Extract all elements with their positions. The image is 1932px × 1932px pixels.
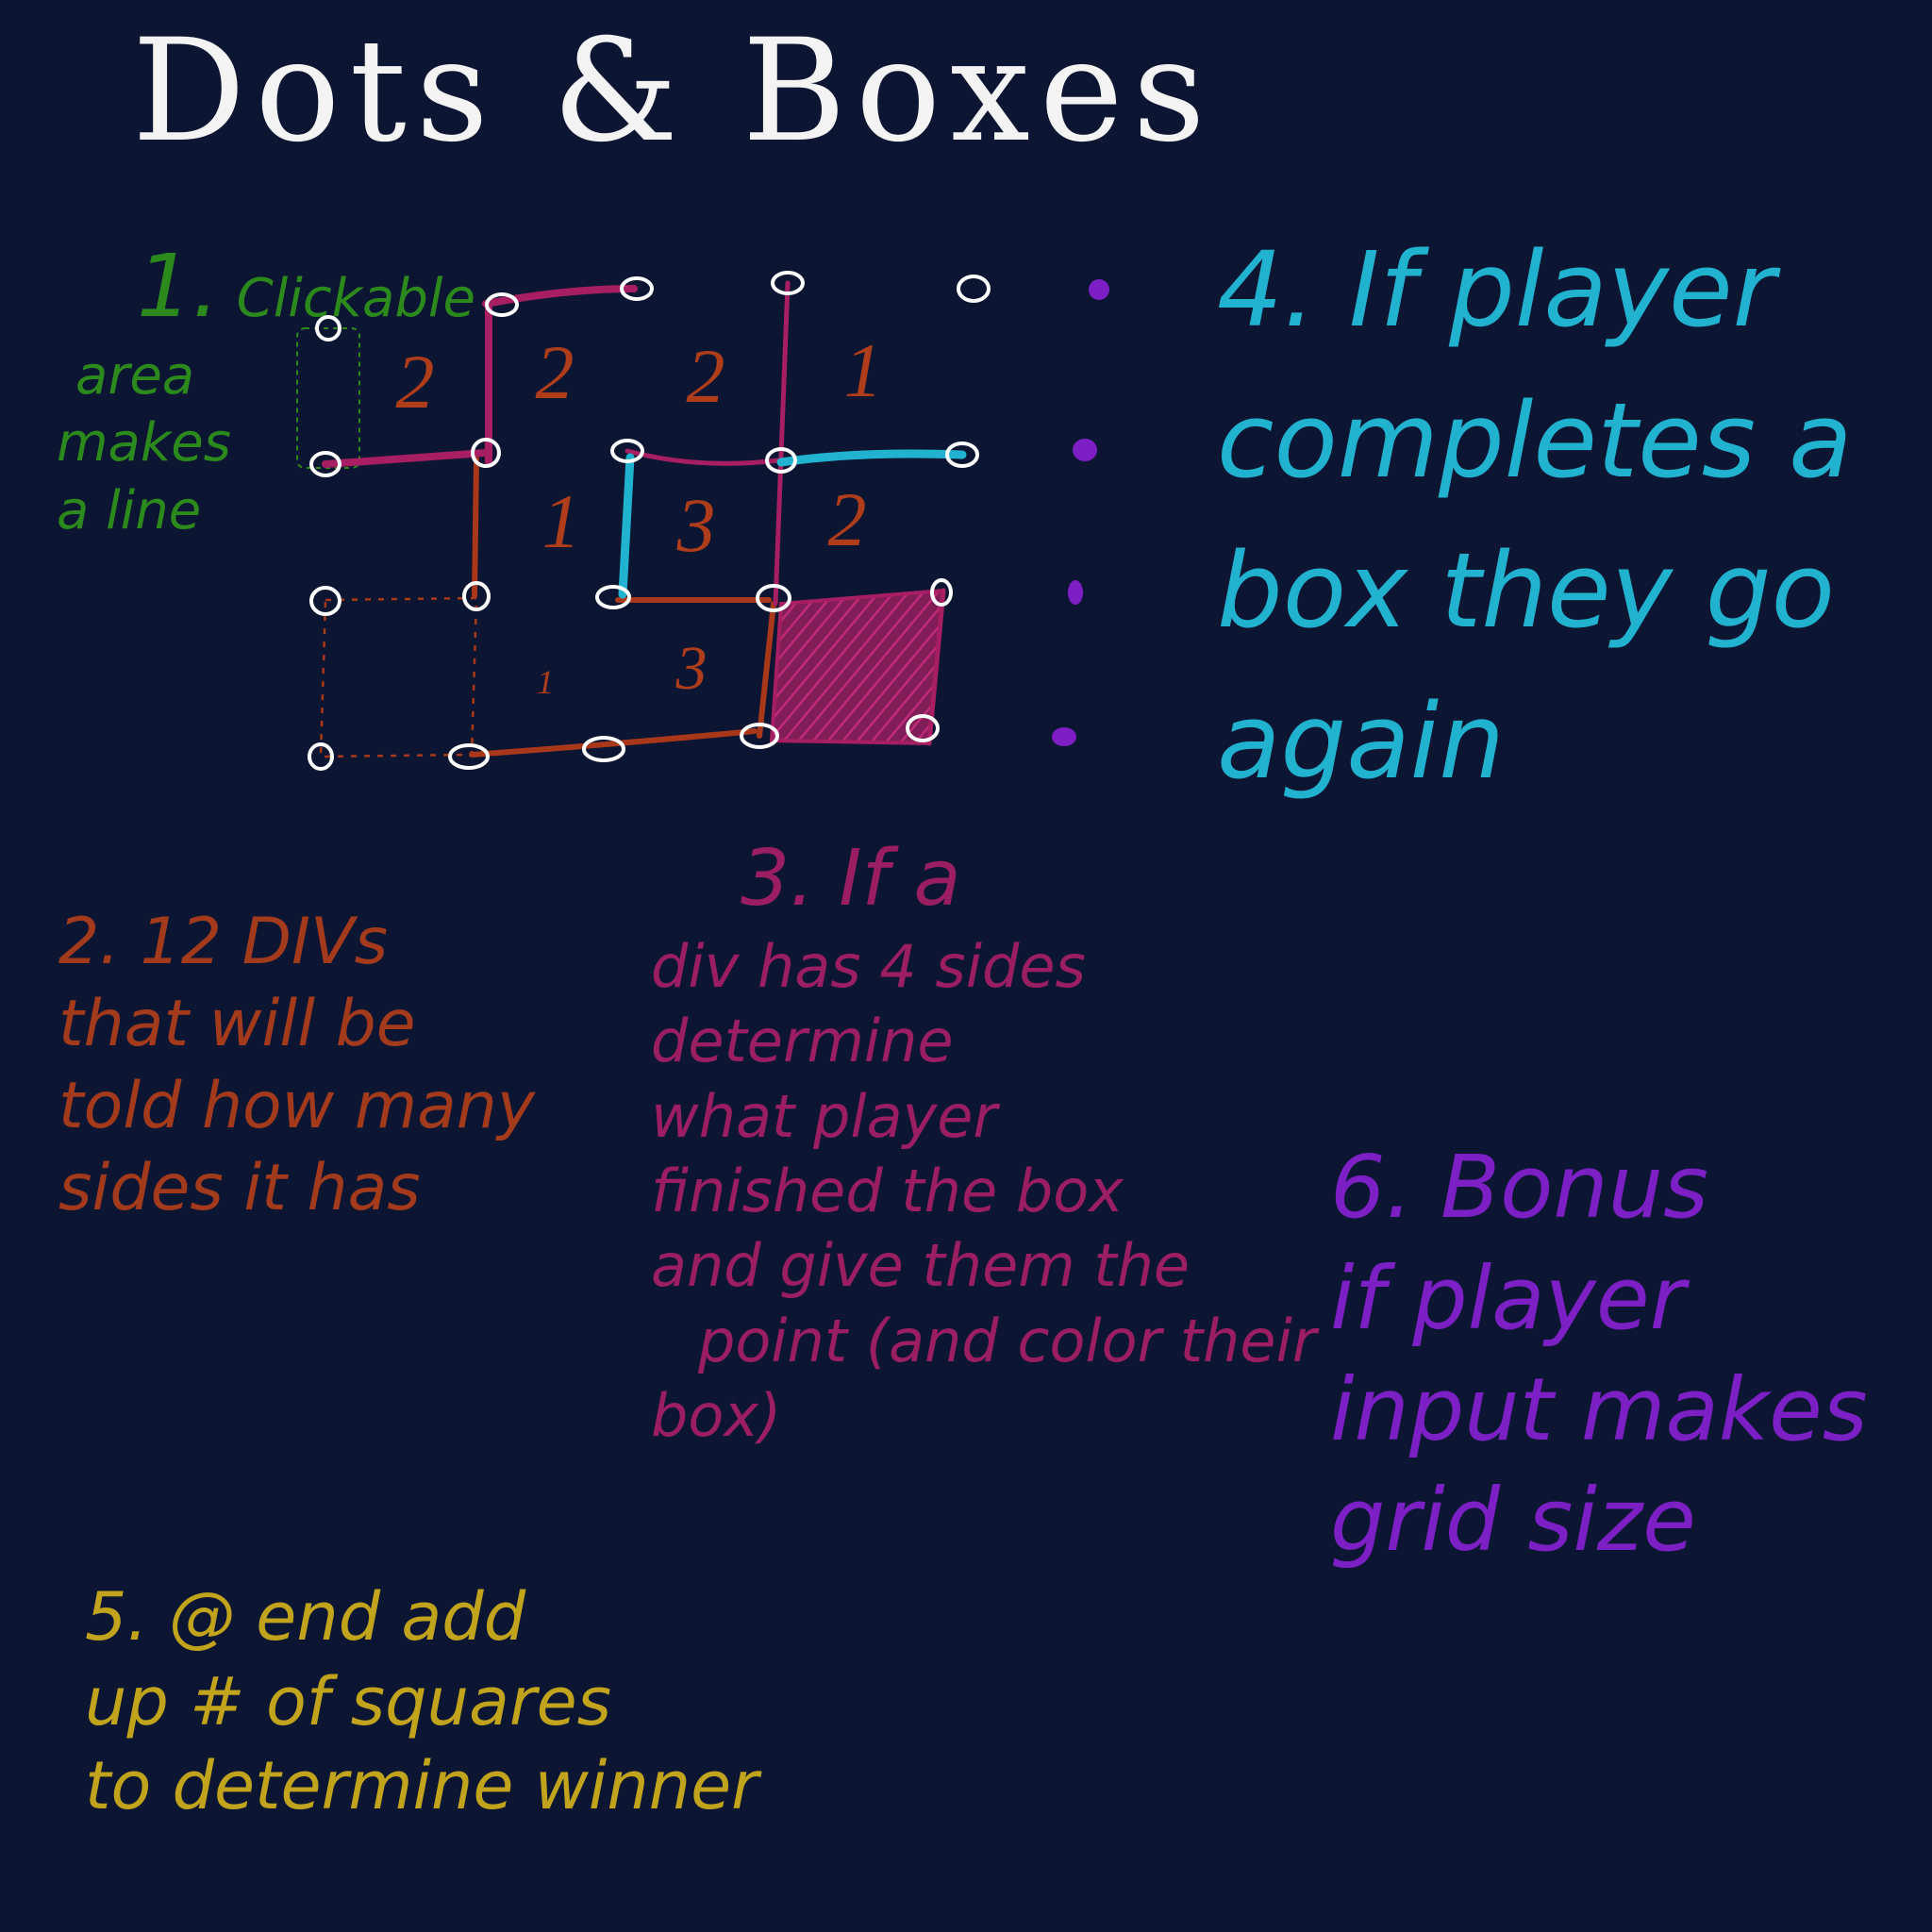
note-line: sides it has	[58, 1151, 421, 1226]
line-magenta-h-left	[322, 449, 490, 468]
line-magenta-h-inner	[625, 448, 781, 466]
note-line: told how many	[58, 1069, 536, 1144]
box-counts: 2 2 2 1 1 3 2 1 3	[396, 327, 883, 703]
dot[interactable]	[620, 276, 654, 301]
note-line: 6. Bonus	[1330, 1137, 1708, 1238]
note-line: 5. @ end add	[85, 1578, 526, 1656]
page-title: Dots & Boxes	[132, 9, 1215, 174]
box-count: 1	[537, 663, 554, 701]
note-number: 1.	[137, 236, 220, 337]
note-line: finished the box	[651, 1157, 1124, 1226]
note-line: 3. If a	[741, 834, 961, 924]
note-line: box they go	[1217, 530, 1835, 651]
purple-dot	[1073, 439, 1097, 461]
note-line: div has 4 sides	[651, 931, 1086, 1001]
note-line: grid size	[1330, 1470, 1696, 1572]
box-count: 1	[542, 478, 581, 564]
dot[interactable]	[582, 736, 625, 762]
dot[interactable]	[595, 585, 631, 609]
purple-dots	[1052, 279, 1109, 746]
box-count: 2	[687, 333, 725, 419]
line-magenta-v-center	[773, 280, 791, 607]
note-line: up # of squares	[85, 1662, 612, 1740]
dotted-box-outline	[319, 596, 478, 758]
grid-dots	[308, 271, 991, 771]
note-line: completes a	[1217, 379, 1853, 501]
dot[interactable]	[957, 275, 991, 303]
note-line: area	[75, 344, 195, 407]
dot[interactable]	[610, 439, 644, 463]
dot[interactable]	[485, 292, 519, 317]
dot[interactable]	[308, 742, 334, 771]
note-line: what player	[651, 1081, 997, 1151]
note-line: input makes	[1330, 1358, 1868, 1460]
dot[interactable]	[756, 584, 791, 612]
note-line: 2. 12 DIVs	[58, 905, 388, 979]
line-cyan-h	[776, 449, 967, 467]
note-determine-winner: 5. @ end add up # of squares to determin…	[85, 1575, 758, 1829]
dot[interactable]	[309, 586, 341, 616]
purple-dot	[1089, 279, 1109, 300]
line-rust-h-bottom	[469, 728, 758, 758]
note-line: makes	[57, 412, 231, 475]
note-line: 4. If player	[1217, 229, 1775, 350]
note-line: box)	[651, 1381, 782, 1451]
note-clickable-area: 1. Clickable area makes a line	[57, 231, 475, 545]
box-count: 1	[844, 327, 883, 413]
dot[interactable]	[765, 447, 797, 474]
box-count: 2	[396, 339, 435, 425]
note-line: that will be	[58, 987, 416, 1062]
dot[interactable]	[462, 581, 491, 611]
dot[interactable]	[309, 451, 341, 477]
note-line: and give them the	[651, 1231, 1191, 1301]
clickable-area-outline	[296, 327, 360, 469]
note-line: point (and color their	[698, 1306, 1317, 1375]
note-twelve-divs: 2. 12 DIVs that will be told how many si…	[58, 901, 535, 1229]
note-four-sides: 3. If a div has 4 sides determine what p…	[651, 830, 1316, 1453]
purple-dot	[1068, 580, 1083, 605]
dot[interactable]	[740, 723, 779, 749]
line-rust-v-center	[757, 601, 776, 739]
note-go-again: 4. If player completes a box they go aga…	[1217, 215, 1852, 817]
note-line: determine	[651, 1007, 954, 1076]
dot[interactable]	[471, 438, 501, 468]
box-count: 2	[536, 329, 575, 415]
note-line: again	[1217, 680, 1505, 802]
dot[interactable]	[945, 441, 979, 468]
note-line: 1. Clickable	[137, 236, 475, 337]
note-line: a line	[57, 480, 202, 542]
box-count: 2	[828, 476, 867, 562]
note-line: if player	[1330, 1247, 1686, 1349]
line-cyan-v	[618, 453, 635, 599]
purple-dot	[1052, 727, 1076, 746]
note-line: to determine winner	[85, 1747, 758, 1825]
dot[interactable]	[906, 714, 940, 742]
line-rust-v-left-lower	[472, 457, 479, 599]
box-count: 3	[676, 482, 716, 568]
dot[interactable]	[448, 743, 490, 770]
line-magenta-top	[482, 285, 638, 308]
dot[interactable]	[315, 315, 341, 341]
note-bonus-grid-size: 6. Bonus if player input makes grid size	[1330, 1132, 1868, 1576]
dot[interactable]	[930, 578, 953, 607]
box-count: 3	[675, 634, 708, 703]
shaded-completed-box	[769, 588, 946, 746]
dot[interactable]	[771, 271, 805, 295]
